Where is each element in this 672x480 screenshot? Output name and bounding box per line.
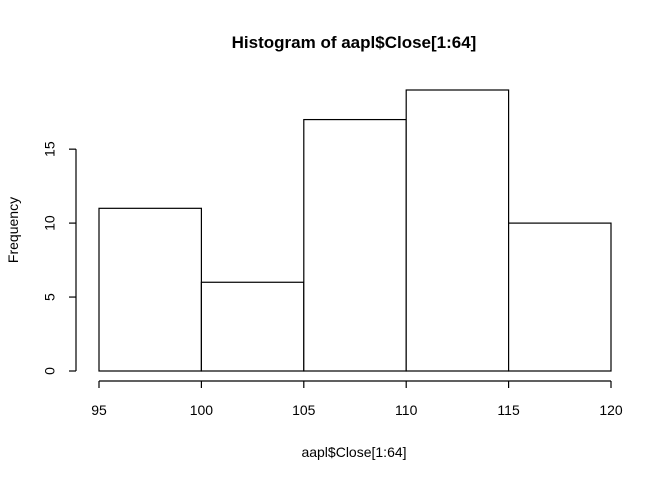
- y-tick-label-15: 15: [42, 141, 58, 157]
- x-tick-label-95: 95: [91, 402, 107, 418]
- histogram-bar-5: [508, 222, 612, 372]
- x-tick-label-110: 110: [395, 402, 418, 418]
- y-axis: 0 5 10 15: [42, 141, 77, 375]
- x-tick-label-120: 120: [599, 402, 623, 418]
- y-tick-label-0: 0: [42, 367, 58, 375]
- histogram-bar-2: [200, 281, 305, 372]
- histogram-bar-4: [405, 89, 510, 372]
- x-axis-label: aapl$Close[1:64]: [301, 444, 406, 460]
- y-tick-label-5: 5: [42, 293, 58, 301]
- y-tick-label-10: 10: [42, 215, 58, 231]
- histogram-bar-3: [303, 118, 407, 372]
- chart-title: Histogram of aapl$Close[1:64]: [232, 33, 477, 52]
- x-tick-label-105: 105: [292, 402, 316, 418]
- x-axis: 95 100 105 110 115 120: [91, 380, 623, 418]
- bars-layer: [98, 89, 612, 372]
- x-tick-label-100: 100: [190, 402, 214, 418]
- y-axis-label: Frequency: [5, 197, 21, 263]
- x-tick-label-115: 115: [497, 402, 520, 418]
- histogram-bar-1: [98, 207, 203, 372]
